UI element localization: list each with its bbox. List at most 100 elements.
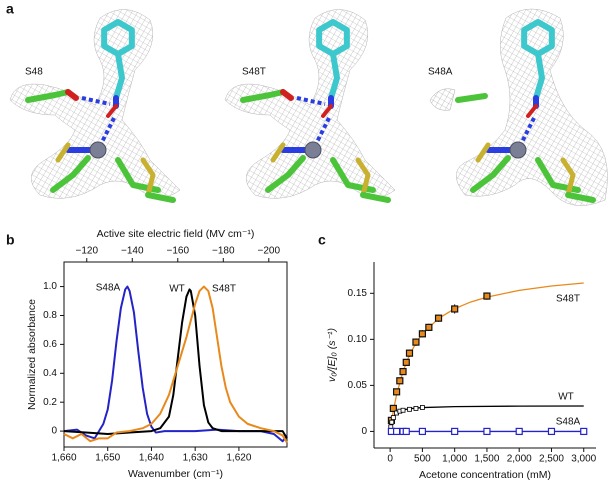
data-point bbox=[402, 358, 410, 366]
x-tick-label: 1,000 bbox=[442, 454, 467, 465]
bond bbox=[265, 155, 306, 193]
x2-tick-label: −160 bbox=[167, 246, 190, 257]
data-point bbox=[392, 427, 401, 436]
data-point bbox=[547, 427, 556, 436]
density-mesh bbox=[9, 9, 181, 199]
hbond bbox=[518, 117, 536, 147]
data-point bbox=[413, 406, 419, 411]
x2-tick-label: −120 bbox=[75, 246, 98, 257]
hbond bbox=[81, 96, 111, 106]
y-tick-label: 0.8 bbox=[43, 310, 57, 321]
bond bbox=[240, 89, 286, 103]
y-tick-label: 0 bbox=[361, 426, 367, 437]
data-point bbox=[412, 338, 420, 346]
structure-label: S48A bbox=[428, 67, 453, 78]
structure: S48T bbox=[224, 9, 396, 203]
structure: S48 bbox=[9, 9, 181, 203]
bond bbox=[360, 192, 391, 203]
bond bbox=[106, 104, 118, 118]
y-tick-label: 0.15 bbox=[348, 288, 368, 299]
x-tick-label: 1,660 bbox=[51, 453, 76, 464]
data-point bbox=[451, 427, 459, 436]
y-axis-label: Normalized absorbance bbox=[26, 299, 38, 410]
bond bbox=[565, 192, 596, 203]
data-point bbox=[396, 377, 404, 385]
bond bbox=[328, 51, 340, 101]
density-mesh bbox=[429, 88, 456, 111]
structure: S48A bbox=[428, 8, 608, 206]
x2-tick-label: −200 bbox=[258, 246, 281, 257]
density-mesh bbox=[456, 8, 608, 206]
y-tick-label: 0.05 bbox=[348, 380, 368, 391]
x-tick-label: 2,000 bbox=[507, 454, 532, 465]
metal-ion bbox=[509, 141, 527, 159]
data-point bbox=[392, 388, 401, 396]
x-tick-label: 1,650 bbox=[95, 453, 120, 464]
data-point bbox=[418, 427, 427, 436]
panel-label: b bbox=[6, 232, 15, 248]
x-tick-label: 0 bbox=[387, 454, 393, 465]
structure-label: S48T bbox=[242, 67, 266, 78]
data-point bbox=[402, 427, 410, 436]
hbond bbox=[296, 96, 326, 106]
y-tick-label: 0.2 bbox=[43, 397, 57, 408]
x-axis-label: Acetone concentration (mM) bbox=[419, 469, 551, 481]
x-tick-label: 1,630 bbox=[183, 453, 208, 464]
data-point bbox=[400, 407, 406, 413]
data-point bbox=[420, 405, 425, 410]
structure-label: S48 bbox=[25, 67, 43, 78]
plot-frame bbox=[63, 261, 288, 448]
panel-label: c bbox=[318, 232, 326, 248]
bond bbox=[321, 104, 333, 118]
data-point bbox=[389, 419, 395, 425]
spectrum-line bbox=[63, 285, 288, 444]
data-point bbox=[483, 427, 491, 436]
x-tick-label: 500 bbox=[414, 454, 431, 465]
panel-label: a bbox=[6, 1, 14, 17]
x-axis-label: Wavenumber (cm⁻¹) bbox=[128, 468, 223, 480]
bond bbox=[270, 142, 286, 163]
bond bbox=[470, 155, 511, 193]
series-label: WT bbox=[558, 392, 574, 403]
y-tick-label: 0.4 bbox=[43, 368, 57, 379]
data-point bbox=[399, 367, 407, 376]
x-tick-label: 1,620 bbox=[226, 453, 251, 464]
chart: 0 500 1,000 1,500 2,000 2,500 3,000 0 0.05 0.10 0.… bbox=[326, 262, 597, 481]
structures: S48 S48T S48A bbox=[9, 8, 608, 206]
hbond bbox=[98, 117, 116, 147]
data-point bbox=[451, 305, 459, 313]
series-label: S48A bbox=[556, 417, 581, 428]
y-tick-label: 0.10 bbox=[348, 334, 368, 345]
data-point bbox=[580, 427, 588, 436]
data-point bbox=[389, 404, 397, 413]
metal-ion bbox=[89, 141, 107, 159]
data-point bbox=[418, 330, 427, 338]
bond bbox=[533, 51, 545, 101]
x2-axis-label: Active site electric field (MV cm⁻¹) bbox=[97, 228, 255, 240]
bond bbox=[355, 157, 371, 198]
density-mesh bbox=[224, 9, 396, 199]
x-tick-label: 3,000 bbox=[571, 454, 596, 465]
x-tick-label: 1,640 bbox=[139, 453, 164, 464]
bond bbox=[526, 104, 538, 118]
bond bbox=[475, 142, 491, 163]
y-tick-label: 0.6 bbox=[43, 339, 57, 350]
data-point bbox=[483, 292, 491, 300]
series-label: WT bbox=[169, 284, 185, 295]
bond bbox=[55, 142, 71, 163]
x-tick-label: 1,500 bbox=[474, 454, 499, 465]
series-label: S48T bbox=[556, 294, 580, 305]
series-label: S48A bbox=[96, 283, 121, 294]
data-point bbox=[425, 323, 433, 331]
bond bbox=[65, 89, 79, 101]
bond bbox=[455, 93, 488, 103]
y-tick-label: 1.0 bbox=[43, 281, 57, 292]
bond bbox=[50, 155, 91, 193]
bond bbox=[280, 89, 294, 101]
metal-ion bbox=[304, 141, 322, 159]
y-tick-label: 0 bbox=[51, 426, 57, 437]
data-point bbox=[405, 349, 414, 357]
